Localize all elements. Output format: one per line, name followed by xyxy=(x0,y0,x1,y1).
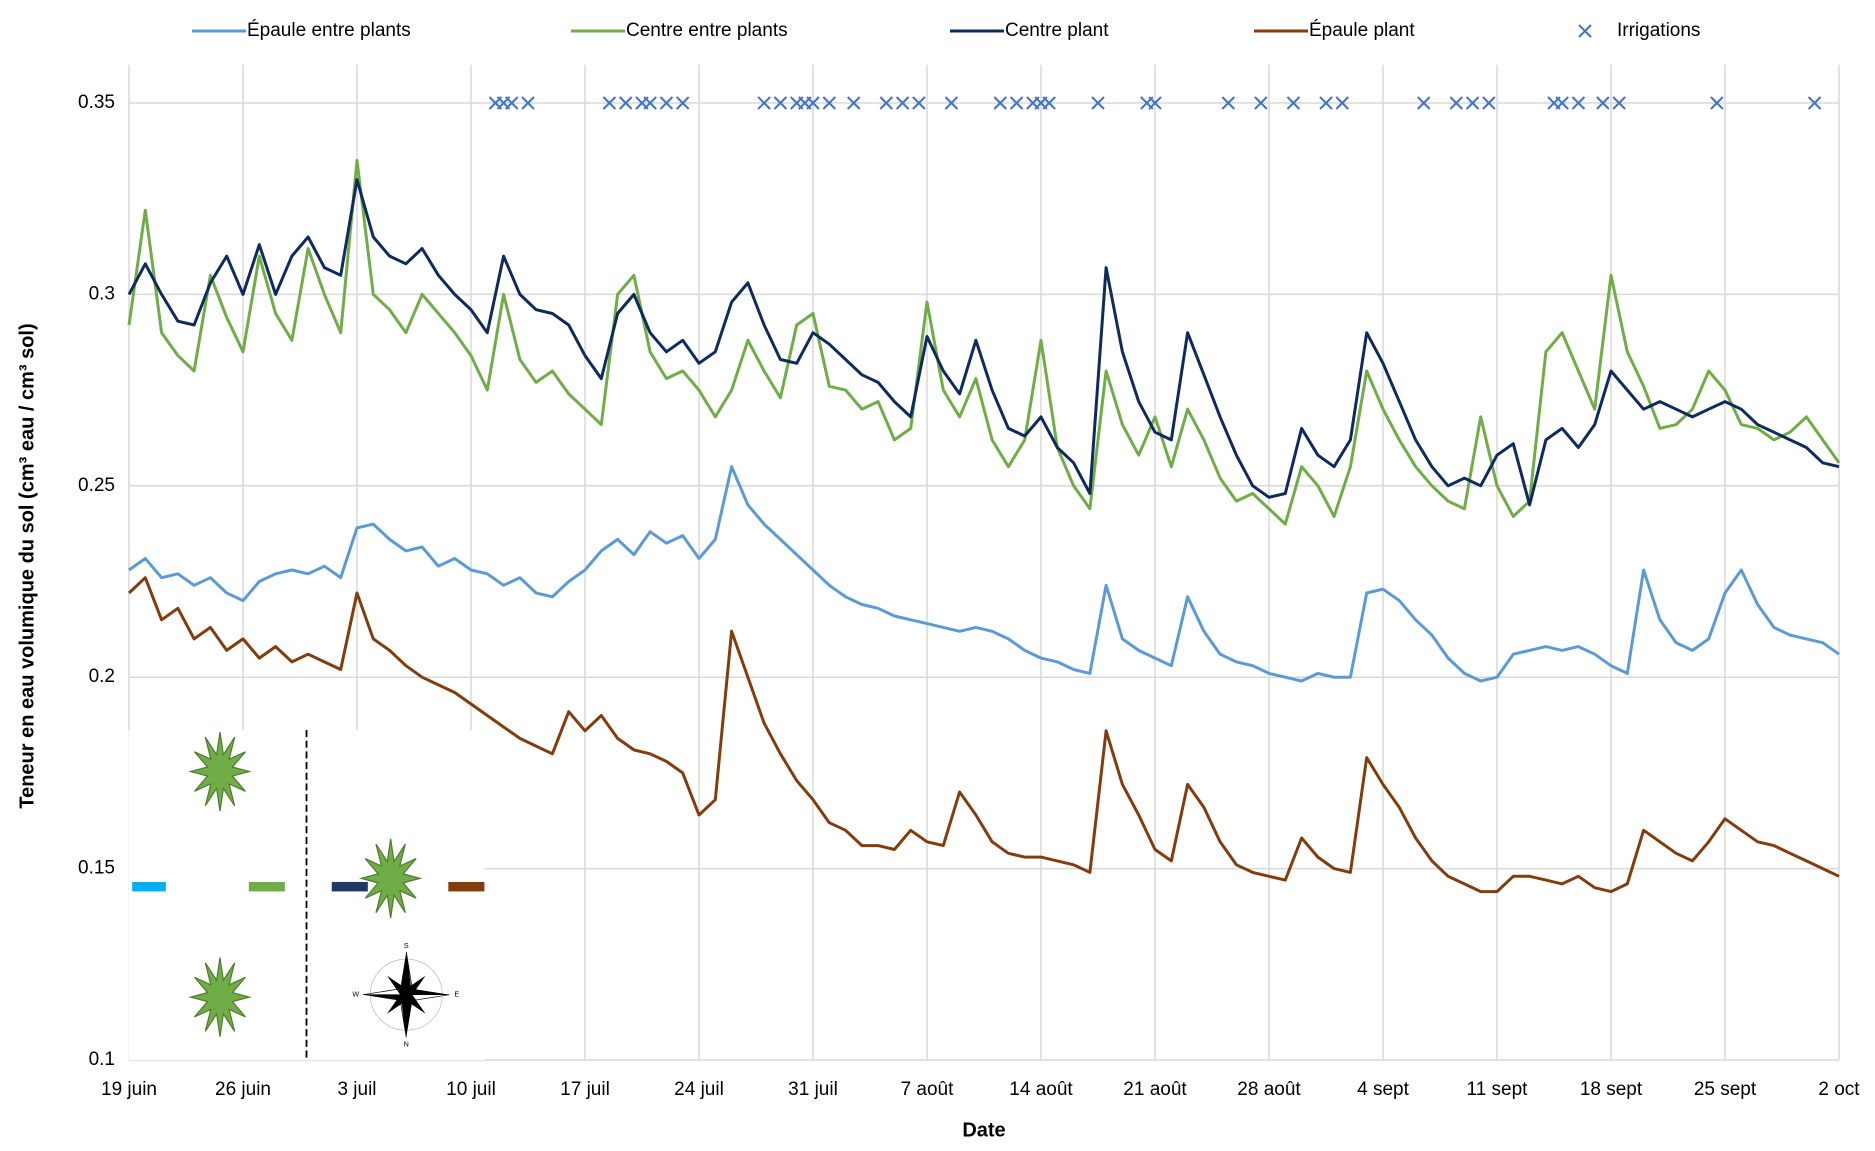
sensor-marker xyxy=(331,881,368,892)
x-tick-label: 28 août xyxy=(1237,1079,1301,1100)
irrigation-marker xyxy=(1221,96,1235,110)
irrigation-marker xyxy=(659,96,674,110)
legend-label: Centre plant xyxy=(1005,20,1109,41)
irrigation-marker xyxy=(944,96,959,110)
grid xyxy=(128,64,1840,1061)
y-tick-label: 0.35 xyxy=(78,92,115,113)
legend-label: Épaule entre plants xyxy=(247,20,411,41)
x-tick-label: 14 août xyxy=(1009,1079,1073,1100)
x-tick-label: 31 juil xyxy=(788,1079,838,1100)
plant xyxy=(188,731,252,812)
legend-marker xyxy=(1578,24,1592,38)
irrigation-marker xyxy=(879,96,893,110)
y-tick-label: 0.1 xyxy=(89,1049,115,1070)
x-tick-label: 17 juil xyxy=(560,1079,610,1100)
x-tick-label: 24 juil xyxy=(674,1079,724,1100)
irrigation-marker xyxy=(1286,96,1301,110)
inset: S N W E xyxy=(128,730,485,1060)
plant xyxy=(188,957,252,1037)
legend-label: Irrigations xyxy=(1617,20,1700,41)
irrigation-marker xyxy=(619,96,633,110)
compass-label: W xyxy=(352,991,359,999)
irrigation-marker xyxy=(1807,96,1822,110)
irrigation-marker xyxy=(676,96,690,110)
irrigation-marker xyxy=(1009,96,1024,110)
x-tick-label: 19 juin xyxy=(101,1079,157,1100)
x-tick-label: 26 juin xyxy=(215,1079,271,1100)
irrigation-marker xyxy=(757,96,771,110)
compass-label: N xyxy=(404,1040,409,1048)
irrigation-marker xyxy=(1417,96,1431,110)
irrigation-marker xyxy=(1555,96,1569,110)
irrigation-marker xyxy=(1335,96,1349,110)
irrigation-marker xyxy=(521,96,535,110)
irrigation-marker xyxy=(773,96,788,110)
series-line xyxy=(127,158,1841,526)
irrigation-marker xyxy=(1254,96,1268,110)
sensor-marker xyxy=(248,881,285,892)
series-line xyxy=(128,465,1840,683)
x-tick-label: 2 oct xyxy=(1818,1079,1860,1100)
sensor-marker xyxy=(132,881,166,892)
plant xyxy=(358,838,423,918)
irrigation-marker xyxy=(895,96,910,110)
y-tick-label: 0.15 xyxy=(78,858,115,879)
x-tick-label: 25 sept xyxy=(1694,1079,1757,1100)
irrigation-marker xyxy=(505,96,519,110)
irrigation-marker xyxy=(806,96,820,110)
compass-label: E xyxy=(454,991,459,999)
y-axis-title: Teneur en eau volumique du sol (cm³ eau … xyxy=(16,323,38,808)
irrigation-marker xyxy=(602,96,617,110)
irrigation-marker xyxy=(847,96,861,110)
x-tick-label: 18 sept xyxy=(1580,1079,1643,1100)
series-line xyxy=(127,576,1840,894)
compass-label: S xyxy=(404,942,409,950)
legend-label: Épaule plant xyxy=(1309,20,1415,41)
irrigation-marker xyxy=(1612,96,1626,110)
irrigation-marker xyxy=(1710,96,1724,110)
y-tick-label: 0.2 xyxy=(89,666,115,687)
irrigation-marker xyxy=(1465,96,1480,110)
compass-rose-diag xyxy=(387,975,426,1014)
irrigation-marker xyxy=(1091,96,1105,110)
x-axis-title: Date xyxy=(962,1119,1005,1141)
irrigation-marker xyxy=(993,96,1007,110)
irrigation-marker xyxy=(1449,96,1463,110)
y-tick-label: 0.3 xyxy=(89,283,115,304)
sensor-marker xyxy=(448,881,485,892)
irrigation-marker xyxy=(822,96,836,110)
x-tick-label: 4 sept xyxy=(1357,1079,1409,1100)
compass: S N W E xyxy=(352,942,459,1048)
irrigation-marker xyxy=(1596,96,1610,110)
irrigation-marker xyxy=(1482,96,1496,110)
x-tick-label: 3 juil xyxy=(337,1079,376,1100)
series-line xyxy=(127,178,1840,507)
plot-area xyxy=(127,96,1841,894)
x-tick-label: 21 août xyxy=(1123,1079,1187,1100)
irrigation-marker xyxy=(912,96,926,110)
x-tick-label: 11 sept xyxy=(1467,1079,1529,1100)
irrigation-marker xyxy=(643,96,657,110)
irrigation-marker xyxy=(1319,96,1333,110)
legend: Épaule entre plants Centre entre plants Ce… xyxy=(192,20,1700,41)
y-tick-label: 0.25 xyxy=(78,475,115,496)
plants xyxy=(188,731,423,1037)
x-tick-label: 10 juil xyxy=(446,1079,496,1100)
legend-label: Centre entre plants xyxy=(626,20,788,41)
x-tick-label: 7 août xyxy=(901,1079,955,1100)
irrigation-marker xyxy=(1148,96,1162,110)
irrigation-marker xyxy=(1571,96,1586,110)
irrigation-marker xyxy=(1042,96,1056,110)
